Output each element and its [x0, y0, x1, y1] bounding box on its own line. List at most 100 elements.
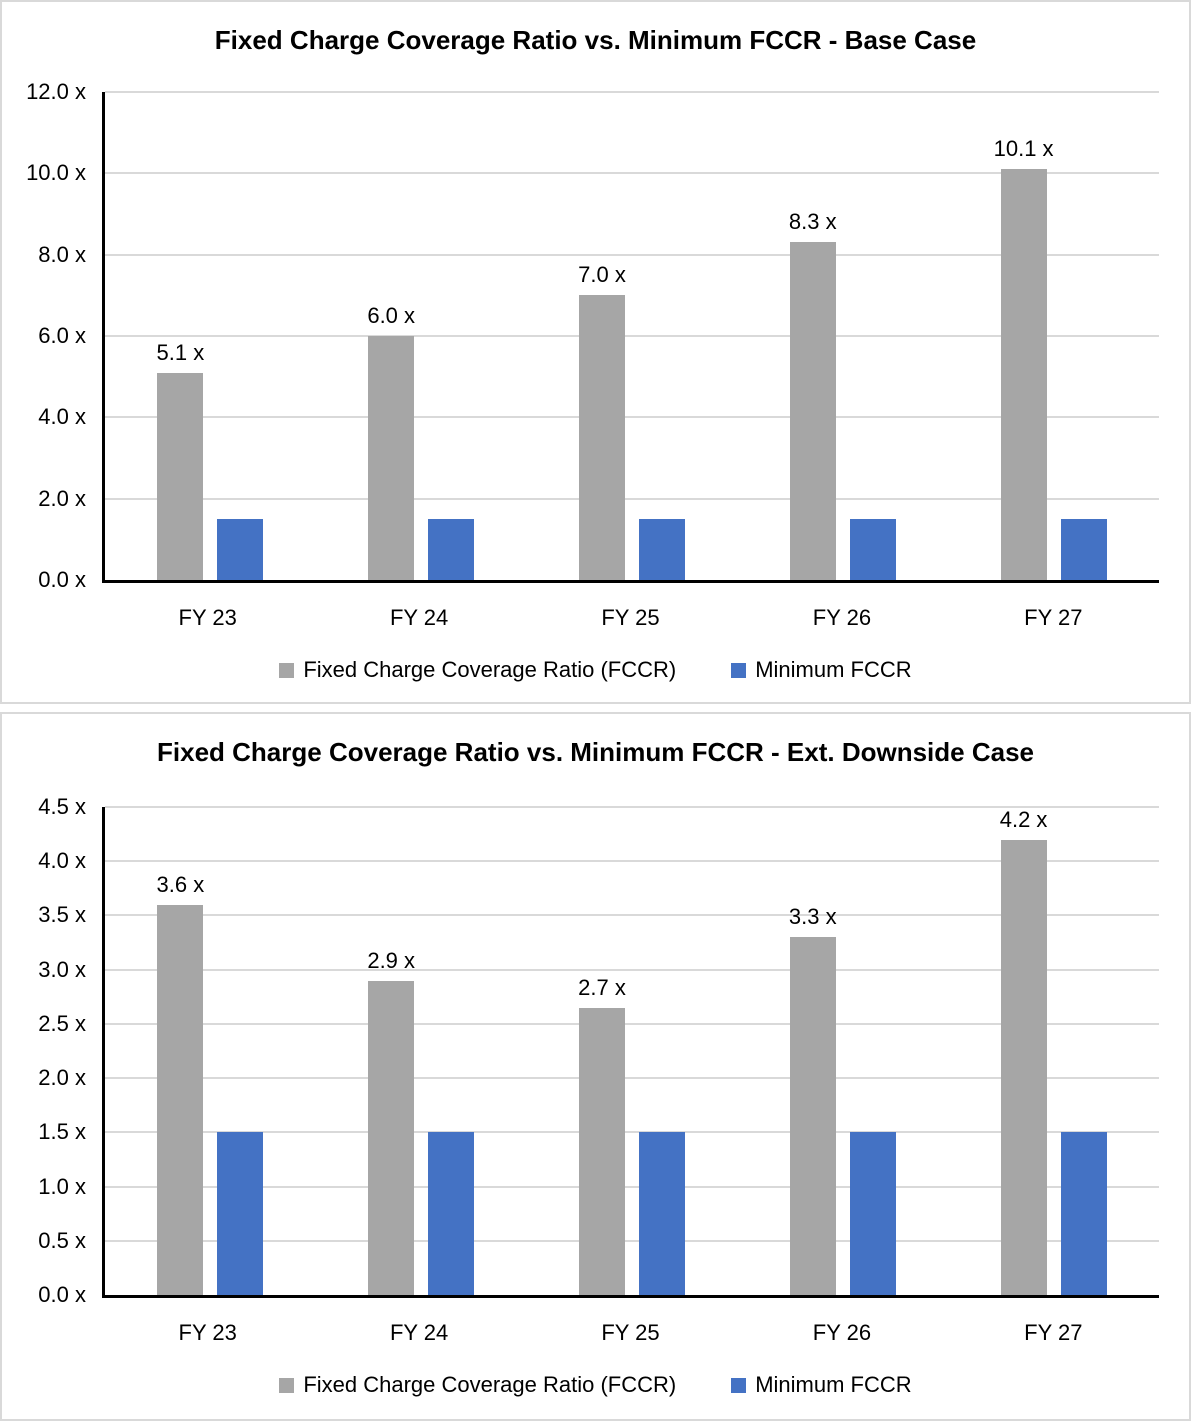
- x-axis-labels: FY 23 FY 24 FY 25 FY 26 FY 27: [102, 1320, 1159, 1346]
- y-axis-tick-label: 2.0 x: [38, 485, 86, 511]
- fccr-bar: 5.1 x: [157, 340, 204, 580]
- gridline: [105, 806, 1159, 808]
- x-axis-label: FY 25: [601, 1320, 660, 1345]
- bar-value-label: 3.6 x: [156, 871, 205, 897]
- gridline: [105, 914, 1159, 917]
- x-axis-label: FY 24: [389, 605, 449, 630]
- x-axis-label: FY 25: [601, 605, 660, 630]
- x-axis-label: FY 26: [812, 1320, 872, 1345]
- min-fccr-bar: [638, 519, 685, 580]
- category-group: 3.6 x: [105, 807, 316, 1295]
- fccr-legend-label: Fixed Charge Coverage Ratio (FCCR): [303, 1372, 677, 1397]
- fccr-bar: 6.0 x: [367, 303, 415, 580]
- legend-item-fccr: Fixed Charge Coverage Ratio (FCCR): [279, 1372, 676, 1398]
- min-fccr-bar: [638, 1132, 685, 1295]
- chart-title-base-case: Fixed Charge Coverage Ratio vs. Minimum …: [214, 25, 977, 55]
- y-axis-tick-label: 10.0 x: [26, 160, 86, 186]
- fccr-legend-swatch-icon: [279, 662, 295, 678]
- y-axis-tick-label: 8.0 x: [38, 241, 86, 267]
- category-group: 2.9 x: [316, 807, 527, 1295]
- gridline: [105, 1239, 1159, 1242]
- category-group: 8.3 x: [737, 92, 948, 580]
- y-axis-tick-label: 1.5 x: [38, 1119, 86, 1145]
- bar-value-label: 10.1 x: [993, 136, 1054, 162]
- bar-value-label: 7.0 x: [578, 262, 626, 288]
- y-axis-tick-label: 0.0 x: [38, 567, 86, 592]
- y-axis-tick-label: 4.0 x: [38, 848, 86, 874]
- y-axis-tick-label: 4.0 x: [38, 404, 86, 430]
- fccr-bar: 8.3 x: [789, 209, 837, 580]
- x-axis-label: FY 24: [389, 1320, 449, 1345]
- fccr-bar: 10.1 x: [994, 136, 1054, 580]
- category-group: 7.0 x: [527, 92, 738, 580]
- min-fccr-bar: [428, 519, 475, 580]
- category-group: 6.0 x: [316, 92, 527, 580]
- gridline: [105, 335, 1159, 337]
- category-group: 10.1 x: [948, 92, 1159, 580]
- x-axis-label: FY 27: [1024, 1320, 1083, 1345]
- bars-layer: 5.1 x 6.0 x 7.0 x 8.3 x 10.1 x: [105, 92, 1159, 580]
- plot-area: 5.1 x 6.0 x 7.0 x 8.3 x 10.1 x: [102, 91, 1159, 583]
- min-fccr-bar: [428, 1132, 475, 1295]
- bar-value-label: 5.1 x: [156, 339, 205, 365]
- y-axis-tick-label: 12.0 x: [26, 79, 86, 104]
- fccr-bar: 2.9 x: [367, 948, 415, 1295]
- gridline: [105, 1131, 1159, 1134]
- gridline: [105, 172, 1159, 175]
- gridline: [105, 91, 1159, 93]
- gridline: [105, 497, 1159, 500]
- fccr-bar: 3.3 x: [789, 904, 837, 1295]
- legend-item-min-fccr: Minimum FCCR: [731, 657, 912, 683]
- min-fccr-bar: [849, 1132, 896, 1295]
- fccr-legend-swatch-icon: [279, 1377, 295, 1393]
- min-fccr-legend-swatch-icon: [731, 1377, 747, 1393]
- y-axis-tick-label: 3.5 x: [38, 902, 86, 928]
- gridline: [105, 416, 1159, 419]
- bar-value-label: 4.2 x: [999, 806, 1048, 832]
- bar-value-label: 2.7 x: [578, 974, 626, 1000]
- x-axis-label: FY 23: [178, 1320, 237, 1345]
- fccr-bar: 3.6 x: [157, 872, 204, 1295]
- y-axis-tick-label: 6.0 x: [38, 323, 86, 348]
- y-axis-tick-label: 2.5 x: [38, 1010, 86, 1036]
- min-fccr-legend-swatch-icon: [731, 662, 747, 678]
- fccr-bar: 7.0 x: [578, 262, 626, 580]
- y-axis-tick-label: 0.5 x: [38, 1227, 86, 1253]
- min-fccr-bar: [849, 519, 896, 580]
- category-group: 2.7 x: [527, 807, 738, 1295]
- x-axis-label: FY 26: [812, 605, 872, 630]
- bar-value-label: 3.3 x: [788, 904, 837, 930]
- fccr-legend-label: Fixed Charge Coverage Ratio (FCCR): [303, 657, 677, 682]
- fccr-bar: 4.2 x: [1000, 807, 1047, 1295]
- legend-item-min-fccr: Minimum FCCR: [731, 1372, 912, 1398]
- y-axis-tick-label: 4.5 x: [38, 794, 86, 819]
- category-group: 4.2 x: [948, 807, 1159, 1295]
- legend: Fixed Charge Coverage Ratio (FCCR) Minim…: [2, 657, 1189, 683]
- chart-title-ext-downside-case: Fixed Charge Coverage Ratio vs. Minimum …: [157, 737, 1034, 767]
- min-fccr-legend-label: Minimum FCCR: [755, 657, 912, 682]
- gridline: [105, 968, 1159, 971]
- y-axis-tick-label: 1.0 x: [38, 1173, 86, 1199]
- gridline: [105, 860, 1159, 863]
- bars-layer: 3.6 x 2.9 x 2.7 x 3.3 x 4.2 x: [105, 807, 1159, 1295]
- min-fccr-bar: [217, 1132, 264, 1295]
- y-axis-tick-label: 0.0 x: [38, 1282, 86, 1307]
- min-fccr-bar: [1060, 519, 1107, 580]
- plot-area: 3.6 x 2.9 x 2.7 x 3.3 x 4.2 x: [102, 806, 1159, 1298]
- y-axis: 4.5 x 4.0 x 3.5 x 3.0 x 2.5 x 2.0 x 1.5 x 1.0 x…: [2, 794, 102, 1307]
- bar-value-label: 8.3 x: [788, 209, 837, 235]
- category-group: 3.3 x: [737, 807, 948, 1295]
- bar-value-label: 6.0 x: [367, 303, 416, 328]
- gridline: [105, 1077, 1159, 1080]
- min-fccr-legend-label: Minimum FCCR: [755, 1372, 912, 1397]
- x-axis-label: FY 27: [1024, 605, 1083, 630]
- chart-panel-base-case: Fixed Charge Coverage Ratio vs. Minimum …: [0, 0, 1191, 704]
- category-group: 5.1 x: [105, 92, 316, 580]
- chart-area: 12.0 x 10.0 x 8.0 x 6.0 x 4.0 x 2.0 x 0.0 x 5.…: [2, 79, 1189, 592]
- fccr-bar: 2.7 x: [578, 975, 626, 1295]
- min-fccr-bar: [1060, 1132, 1107, 1295]
- min-fccr-bar: [217, 519, 264, 580]
- gridline: [105, 1022, 1159, 1025]
- bar-value-label: 2.9 x: [367, 947, 416, 973]
